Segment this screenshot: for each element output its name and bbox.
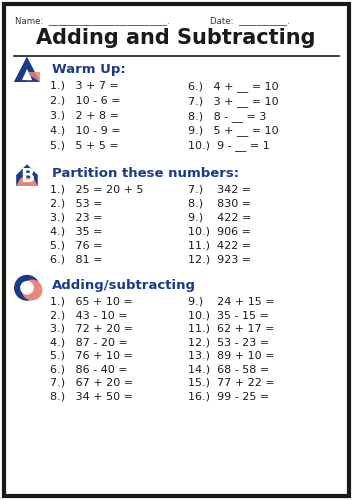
Text: 7.)   67 + 20 =: 7.) 67 + 20 = [50,378,133,388]
Polygon shape [22,70,32,80]
Text: 7.)   3 + __ = 10: 7.) 3 + __ = 10 [188,96,279,106]
Text: Partition these numbers:: Partition these numbers: [52,167,239,180]
Text: 7.)    342 =: 7.) 342 = [188,185,251,195]
Text: 4.)   35 =: 4.) 35 = [50,226,102,236]
Text: Adding and Subtracting: Adding and Subtracting [36,28,316,48]
Text: 1.)   25 = 20 + 5: 1.) 25 = 20 + 5 [50,185,144,195]
Text: 5.)   76 =: 5.) 76 = [50,240,102,250]
Polygon shape [16,178,38,186]
Text: Date:  ___________.: Date: ___________. [210,16,290,25]
Polygon shape [22,70,32,80]
Circle shape [20,281,34,294]
Text: 13.)  89 + 10 =: 13.) 89 + 10 = [188,351,275,361]
Text: 10.)  906 =: 10.) 906 = [188,226,251,236]
Text: 9.)    422 =: 9.) 422 = [188,212,251,222]
Circle shape [14,275,40,301]
Text: 6.)   86 - 40 =: 6.) 86 - 40 = [50,364,128,374]
Text: 12.)  53 - 23 =: 12.) 53 - 23 = [188,338,269,347]
Text: 5.)   76 + 10 =: 5.) 76 + 10 = [50,351,133,361]
Text: 8.)    830 =: 8.) 830 = [188,199,251,209]
Text: 15.)  77 + 22 =: 15.) 77 + 22 = [188,378,275,388]
Text: 16.)  99 - 25 =: 16.) 99 - 25 = [188,392,269,402]
Text: 2.)   53 =: 2.) 53 = [50,199,102,209]
Text: 4.)   87 - 20 =: 4.) 87 - 20 = [50,338,128,347]
Text: 5.)   5 + 5 =: 5.) 5 + 5 = [50,140,119,150]
Text: 9.)    24 + 15 =: 9.) 24 + 15 = [188,297,275,307]
Text: 11.)  422 =: 11.) 422 = [188,240,251,250]
Text: 10.)  9 - __ = 1: 10.) 9 - __ = 1 [188,140,270,151]
Text: 10.)  35 - 15 =: 10.) 35 - 15 = [188,310,269,320]
Text: Adding/subtracting: Adding/subtracting [52,279,196,292]
Text: B: B [21,166,35,186]
Text: 2.)   43 - 10 =: 2.) 43 - 10 = [50,310,128,320]
Text: 6.)   4 + __ = 10: 6.) 4 + __ = 10 [188,81,279,92]
Text: 1.)   65 + 10 =: 1.) 65 + 10 = [50,297,133,307]
Text: 12.)  923 =: 12.) 923 = [188,254,251,264]
Text: 8.)   34 + 50 =: 8.) 34 + 50 = [50,392,133,402]
Polygon shape [14,56,40,82]
Text: 3.)   23 =: 3.) 23 = [50,212,102,222]
Text: 3.)   2 + 8 =: 3.) 2 + 8 = [50,110,119,120]
Polygon shape [27,72,40,82]
Polygon shape [16,164,38,186]
Text: 2.)   10 - 6 =: 2.) 10 - 6 = [50,96,120,106]
Text: 8.)   8 - __ = 3: 8.) 8 - __ = 3 [188,110,267,122]
Text: 14.)  68 - 58 =: 14.) 68 - 58 = [188,364,269,374]
Text: 1.)   3 + 7 =: 1.) 3 + 7 = [50,81,119,91]
Text: Warm Up:: Warm Up: [52,63,126,76]
Text: 3.)   72 + 20 =: 3.) 72 + 20 = [50,324,133,334]
Text: 9.)   5 + __ = 10: 9.) 5 + __ = 10 [188,126,279,136]
Text: Name:  ___________________________.: Name: ___________________________. [15,16,170,25]
Text: 6.)   81 =: 6.) 81 = [50,254,102,264]
Text: 4.)   10 - 9 =: 4.) 10 - 9 = [50,126,121,136]
FancyBboxPatch shape [4,4,349,496]
Circle shape [22,280,42,300]
Text: 11.)  62 + 17 =: 11.) 62 + 17 = [188,324,275,334]
Polygon shape [14,56,27,82]
